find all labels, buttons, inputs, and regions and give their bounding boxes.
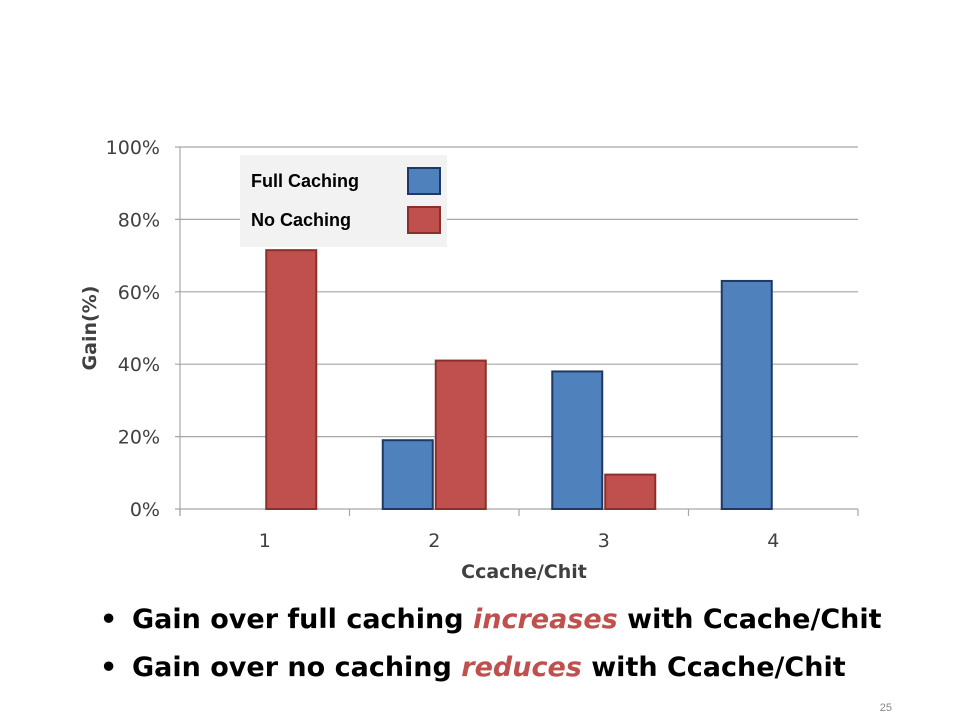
bullet-item-full-caching: • Gain over full caching increases with … [100, 596, 920, 644]
y-tick-label: 40% [118, 354, 160, 376]
y-tick-label: 100% [106, 137, 160, 159]
y-tick-label: 20% [118, 427, 160, 449]
bullet-item-no-caching: • Gain over no caching reduces with Ccac… [100, 644, 920, 692]
bullet-text-before: Gain over full caching [132, 604, 473, 635]
bullet-text-before: Gain over no caching [132, 652, 462, 683]
x-axis-title: Ccache/Chit [461, 561, 587, 583]
bullet-dot: • [100, 652, 118, 683]
x-tick-label: 4 [767, 530, 779, 552]
bar-full-caching [720, 279, 773, 510]
legend-swatch-full-caching [407, 167, 441, 195]
bar-full-caching [551, 370, 604, 510]
bar-no-caching [434, 359, 487, 510]
bullet-text-after: with Ccache/Chit [617, 604, 882, 635]
legend-label: No Caching [251, 210, 351, 230]
legend-label: Full Caching [251, 171, 359, 191]
bullet-emphasis: reduces [461, 652, 582, 683]
y-tick-label: 60% [118, 282, 160, 304]
x-tick-label: 3 [598, 530, 610, 552]
bar-full-caching [381, 439, 434, 510]
y-tick-label: 80% [118, 209, 160, 231]
bar-chart: 0% 20% 40% 60% 80% 100% 1 2 3 4 Ccache/Chit Gain(%)… [79, 137, 859, 583]
y-tick-label: 0% [130, 499, 160, 521]
bar-no-caching [265, 249, 318, 510]
bullet-list: • Gain over full caching increases with … [100, 596, 920, 692]
bullet-dot: • [100, 604, 118, 635]
bar-no-caching [604, 473, 657, 510]
legend-swatch-no-caching [407, 206, 441, 234]
bullet-emphasis: increases [472, 604, 618, 635]
x-tick-label: 1 [259, 530, 271, 552]
x-tick-label: 2 [428, 530, 440, 552]
y-axis-title: Gain(%) [79, 286, 101, 371]
bullet-text-after: with Ccache/Chit [581, 652, 846, 683]
page-number: 25 [879, 702, 892, 714]
